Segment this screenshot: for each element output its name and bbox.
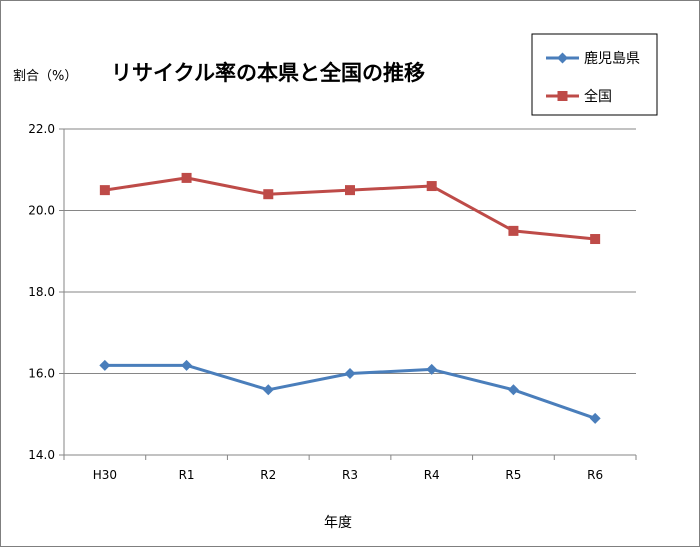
x-tick-label: R1	[179, 468, 195, 482]
axes	[59, 128, 637, 460]
data-point	[99, 359, 111, 371]
legend-label: 鹿児島県	[584, 50, 640, 67]
x-tick-label: R3	[342, 468, 358, 482]
data-point	[589, 412, 601, 424]
data-point	[263, 189, 274, 200]
data-point	[507, 384, 519, 396]
data-point	[181, 359, 193, 371]
data-point	[262, 384, 274, 396]
legend-marker	[557, 52, 568, 64]
x-tick-label: R4	[424, 468, 440, 482]
data-point	[99, 185, 110, 196]
y-ticks: 14.0 16.0 18.0 20.0 22.0	[28, 122, 55, 462]
data-point	[181, 172, 192, 183]
x-tick-label: R6	[587, 468, 603, 482]
data-point	[508, 225, 519, 236]
legend-box	[531, 33, 658, 116]
x-axis-label: 年度	[324, 515, 352, 531]
y-tick-label: 14.0	[28, 448, 55, 462]
series-group	[99, 172, 601, 424]
x-ticks: H30 R1 R2 R3 R4 R5 R6	[93, 468, 603, 482]
y-tick-label: 18.0	[28, 285, 55, 299]
x-tick-label: R2	[260, 468, 276, 482]
data-point	[345, 185, 355, 196]
chart-title: リサイクル率の本県と全国の推移	[111, 61, 425, 85]
x-tick-label: H30	[93, 468, 117, 482]
data-point	[344, 368, 356, 379]
y-tick-label: 16.0	[28, 367, 55, 381]
legend-label: 全国	[584, 88, 612, 105]
data-point	[590, 234, 601, 245]
y-axis-label: 割合（%）	[13, 68, 77, 84]
x-tick-label: R5	[505, 468, 521, 482]
y-tick-label: 20.0	[28, 204, 55, 218]
y-tick-label: 22.0	[28, 122, 55, 136]
gridlines	[64, 128, 636, 374]
legend-marker	[557, 91, 568, 101]
data-point	[426, 181, 437, 192]
data-point	[426, 363, 438, 375]
